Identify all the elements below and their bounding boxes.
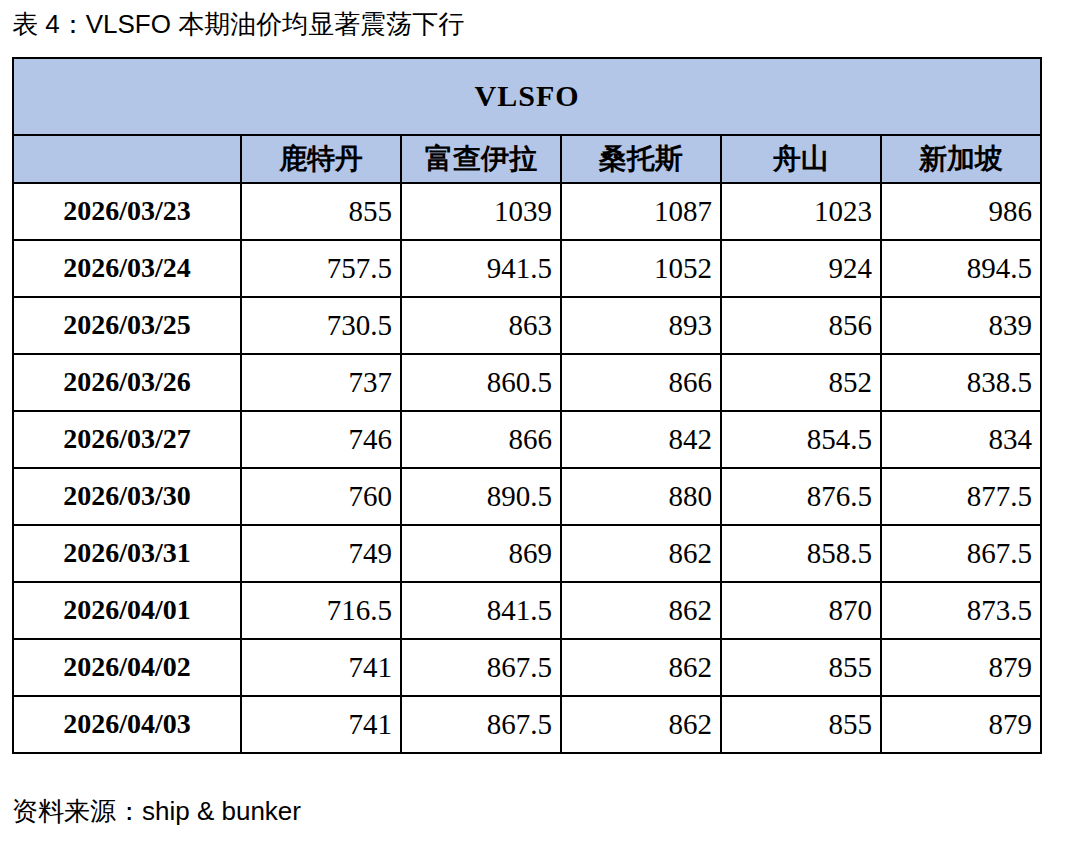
- column-header-row: 鹿特丹 富查伊拉 桑托斯 舟山 新加坡: [13, 135, 1041, 183]
- column-header-santos: 桑托斯: [561, 135, 721, 183]
- source-note: 资料来源：ship & bunker: [12, 794, 1070, 829]
- date-cell: 2026/04/02: [13, 639, 241, 696]
- vlsfo-price-table: VLSFO 鹿特丹 富查伊拉 桑托斯 舟山 新加坡 2026/03/23 855…: [12, 57, 1042, 754]
- price-cell: 880: [561, 468, 721, 525]
- price-cell: 862: [561, 639, 721, 696]
- group-header-vlsfo: VLSFO: [13, 58, 1041, 135]
- table-row: 2026/03/30 760 890.5 880 876.5 877.5: [13, 468, 1041, 525]
- price-cell: 1023: [721, 183, 881, 240]
- price-cell: 869: [401, 525, 561, 582]
- price-cell: 863: [401, 297, 561, 354]
- price-cell: 741: [241, 696, 401, 753]
- price-cell: 894.5: [881, 240, 1041, 297]
- price-cell: 858.5: [721, 525, 881, 582]
- date-cell: 2026/03/30: [13, 468, 241, 525]
- price-cell: 855: [241, 183, 401, 240]
- column-header-singapore: 新加坡: [881, 135, 1041, 183]
- price-cell: 741: [241, 639, 401, 696]
- price-cell: 757.5: [241, 240, 401, 297]
- price-cell: 746: [241, 411, 401, 468]
- report-page: 表 4：VLSFO 本期油价均显著震荡下行 VLSFO 鹿特丹 富查伊拉 桑托斯…: [0, 0, 1070, 829]
- price-cell: 834: [881, 411, 1041, 468]
- price-cell: 866: [561, 354, 721, 411]
- date-cell: 2026/03/26: [13, 354, 241, 411]
- price-cell: 1052: [561, 240, 721, 297]
- price-cell: 867.5: [881, 525, 1041, 582]
- price-cell: 867.5: [401, 639, 561, 696]
- price-cell: 855: [721, 639, 881, 696]
- price-cell: 716.5: [241, 582, 401, 639]
- group-header-row: VLSFO: [13, 58, 1041, 135]
- price-cell: 842: [561, 411, 721, 468]
- date-cell: 2026/03/23: [13, 183, 241, 240]
- table-row: 2026/03/23 855 1039 1087 1023 986: [13, 183, 1041, 240]
- column-header-blank: [13, 135, 241, 183]
- table-row: 2026/03/27 746 866 842 854.5 834: [13, 411, 1041, 468]
- price-cell: 890.5: [401, 468, 561, 525]
- price-cell: 841.5: [401, 582, 561, 639]
- date-cell: 2026/03/24: [13, 240, 241, 297]
- table-row: 2026/04/02 741 867.5 862 855 879: [13, 639, 1041, 696]
- table-row: 2026/03/31 749 869 862 858.5 867.5: [13, 525, 1041, 582]
- price-cell: 855: [721, 696, 881, 753]
- table-title: 表 4：VLSFO 本期油价均显著震荡下行: [12, 8, 1070, 42]
- price-cell: 924: [721, 240, 881, 297]
- price-cell: 730.5: [241, 297, 401, 354]
- date-cell: 2026/03/25: [13, 297, 241, 354]
- column-header-zhoushan: 舟山: [721, 135, 881, 183]
- price-cell: 860.5: [401, 354, 561, 411]
- date-cell: 2026/04/01: [13, 582, 241, 639]
- table-row: 2026/04/03 741 867.5 862 855 879: [13, 696, 1041, 753]
- price-cell: 852: [721, 354, 881, 411]
- price-cell: 870: [721, 582, 881, 639]
- price-cell: 749: [241, 525, 401, 582]
- price-cell: 760: [241, 468, 401, 525]
- price-cell: 856: [721, 297, 881, 354]
- price-cell: 1087: [561, 183, 721, 240]
- price-cell: 879: [881, 696, 1041, 753]
- price-cell: 876.5: [721, 468, 881, 525]
- price-cell: 877.5: [881, 468, 1041, 525]
- price-cell: 873.5: [881, 582, 1041, 639]
- table-row: 2026/03/24 757.5 941.5 1052 924 894.5: [13, 240, 1041, 297]
- price-cell: 838.5: [881, 354, 1041, 411]
- table-row: 2026/03/25 730.5 863 893 856 839: [13, 297, 1041, 354]
- column-header-rotterdam: 鹿特丹: [241, 135, 401, 183]
- price-cell: 879: [881, 639, 1041, 696]
- price-cell: 866: [401, 411, 561, 468]
- price-cell: 839: [881, 297, 1041, 354]
- price-cell: 862: [561, 582, 721, 639]
- date-cell: 2026/03/31: [13, 525, 241, 582]
- column-header-fujairah: 富查伊拉: [401, 135, 561, 183]
- price-cell: 854.5: [721, 411, 881, 468]
- date-cell: 2026/04/03: [13, 696, 241, 753]
- table-row: 2026/03/26 737 860.5 866 852 838.5: [13, 354, 1041, 411]
- price-cell: 867.5: [401, 696, 561, 753]
- price-cell: 862: [561, 525, 721, 582]
- date-cell: 2026/03/27: [13, 411, 241, 468]
- price-cell: 893: [561, 297, 721, 354]
- price-cell: 1039: [401, 183, 561, 240]
- price-cell: 986: [881, 183, 1041, 240]
- table-row: 2026/04/01 716.5 841.5 862 870 873.5: [13, 582, 1041, 639]
- price-cell: 941.5: [401, 240, 561, 297]
- price-cell: 862: [561, 696, 721, 753]
- price-cell: 737: [241, 354, 401, 411]
